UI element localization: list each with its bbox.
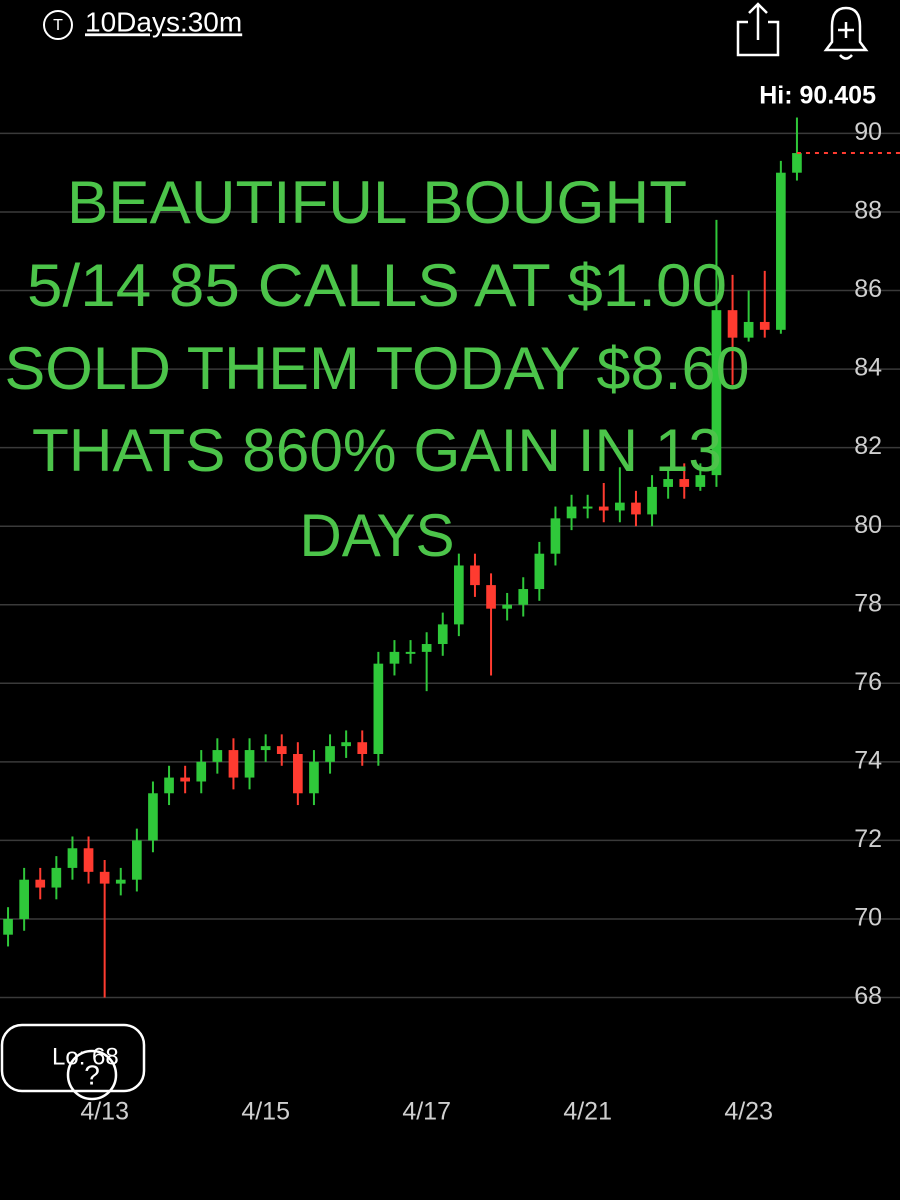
candle-body (518, 589, 529, 605)
candle-body (180, 777, 190, 782)
candle-body (83, 848, 94, 872)
candle-body (115, 879, 126, 884)
candle-body (647, 486, 657, 515)
candle-body (196, 761, 207, 782)
x-tick-label: 4/23 (724, 1098, 773, 1126)
y-tick-label: 76 (854, 668, 882, 696)
interval-selector[interactable]: 10Days:30m (85, 6, 242, 37)
y-tick-label: 90 (854, 118, 882, 146)
y-tick-label: 78 (854, 589, 882, 617)
high-label: Hi: 90.405 (759, 82, 876, 110)
x-tick-label: 4/17 (402, 1098, 451, 1126)
candle-body (389, 651, 400, 664)
candle-body (357, 742, 368, 754)
candle-body (502, 604, 512, 609)
candle-body (373, 663, 384, 754)
low-label: Lo: 68 (52, 1043, 119, 1070)
candle-body (212, 750, 223, 762)
candle-body (776, 172, 786, 330)
candle-body (148, 793, 158, 841)
annotation-line: THATS 860% GAIN IN 13 (32, 417, 722, 484)
candle-body (260, 746, 271, 751)
svg-text:?: ? (84, 1059, 100, 1090)
y-tick-label: 82 (854, 432, 882, 460)
candle-body (437, 624, 448, 645)
candle-body (663, 479, 673, 487)
candle-body (309, 761, 319, 794)
candle-body (566, 506, 577, 519)
y-tick-label: 70 (854, 904, 882, 932)
candle-body (325, 746, 335, 762)
candle-body (51, 867, 62, 888)
candle-body (244, 750, 255, 778)
y-tick-label: 74 (854, 746, 882, 774)
candle-body (341, 742, 351, 747)
candle-body (792, 153, 802, 173)
svg-text:T: T (53, 17, 63, 34)
candle-body (679, 479, 690, 487)
candle-body (35, 879, 46, 888)
annotation-line: SOLD THEM TODAY $8.60 (5, 335, 750, 402)
candle-body (99, 871, 110, 884)
candle-body (470, 565, 480, 586)
annotation-line: DAYS (300, 502, 455, 569)
y-tick-label: 68 (854, 982, 882, 1010)
candle-body (164, 777, 174, 794)
candle-body (711, 310, 722, 476)
candle-body (276, 746, 287, 754)
y-tick-label: 72 (854, 825, 882, 853)
candle-body (743, 321, 754, 338)
candle-body (19, 879, 29, 919)
plot: 68 70 72 74 76 78 80 82 84 86 88 90 4/13 4/15 4/17 4/21… (0, 117, 900, 1126)
share-button[interactable] (736, 2, 780, 57)
alert-button[interactable] (823, 6, 869, 60)
candle-body (615, 502, 625, 511)
candle-body (3, 918, 13, 935)
x-tick-label: 4/15 (241, 1098, 290, 1126)
candle-body (454, 565, 464, 625)
x-tick-label: 4/21 (563, 1098, 612, 1126)
candle-body (550, 518, 561, 554)
candle-body (405, 651, 416, 654)
x-tick-label: 4/13 (80, 1098, 129, 1126)
candle-body (67, 848, 78, 868)
candle-body (534, 553, 545, 590)
candle-body (631, 502, 641, 515)
y-tick-label: 84 (854, 354, 882, 382)
candle-body (486, 585, 496, 609)
y-tick-label: 86 (854, 275, 882, 303)
candle-body (132, 840, 142, 880)
annotation-line: BEAUTIFUL BOUGHT (67, 169, 687, 236)
ticker-icon[interactable]: T (43, 10, 73, 40)
annotation-line: 5/14 85 CALLS AT $1.00 (27, 252, 727, 319)
candle-body (727, 310, 738, 338)
help-button[interactable]: ? (0, 1023, 146, 1101)
candle-body (759, 321, 770, 330)
y-tick-label: 88 (854, 197, 882, 225)
candle-body (293, 754, 303, 794)
candle-body (421, 644, 432, 652)
y-tick-label: 80 (854, 511, 882, 539)
candle-body (695, 475, 706, 487)
candle-body (228, 750, 239, 778)
candle-body (598, 506, 609, 511)
candle-body (582, 506, 593, 509)
